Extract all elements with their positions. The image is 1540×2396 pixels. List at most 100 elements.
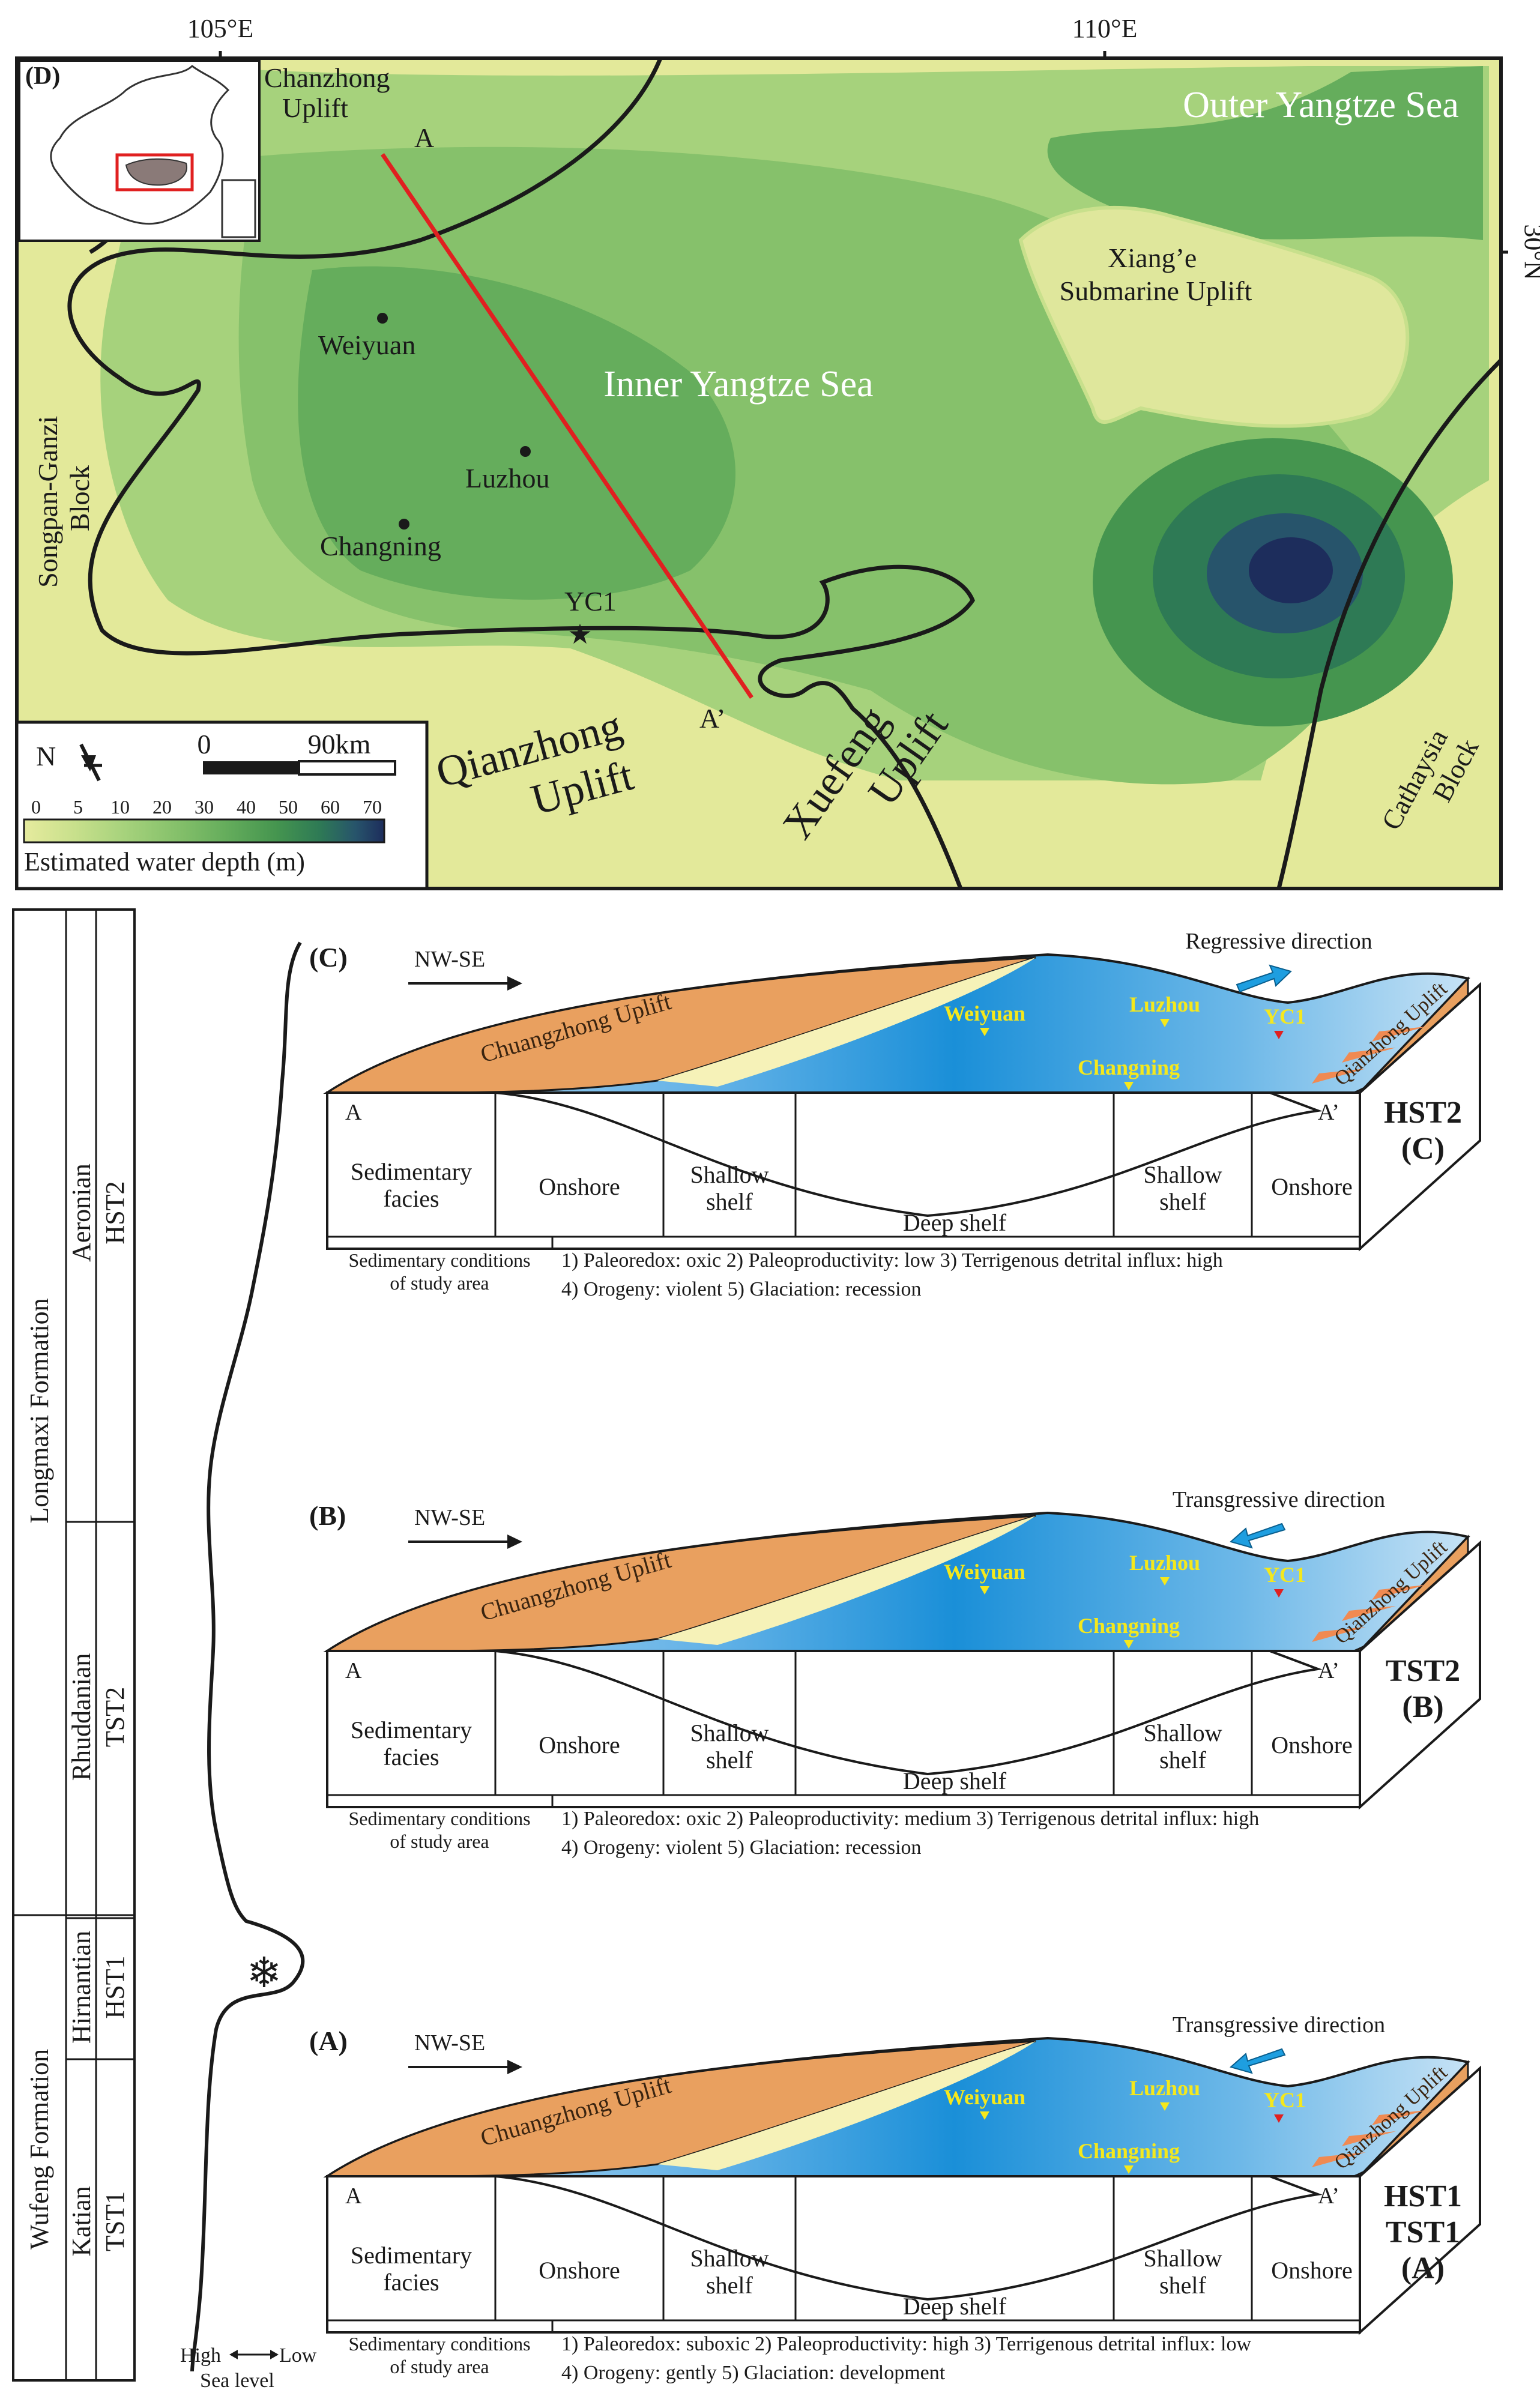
movement-direction-label: Regressive direction [1185, 929, 1372, 954]
side-face [1359, 2065, 1481, 2335]
facies-3: Shallow [1143, 2245, 1222, 2272]
city-label-weiyuan: Weiyuan [944, 2085, 1025, 2109]
block-panel-label: (A) [309, 2026, 348, 2056]
direction-arrow-icon [507, 1534, 522, 1549]
facies-3: Shallow [1143, 1161, 1222, 1188]
facies-4: Onshore [1271, 1173, 1353, 1200]
facies-2: Deep shelf [903, 2293, 1007, 2320]
legend-title: Estimated water depth (m) [24, 847, 305, 877]
city-marker-icon [980, 2111, 989, 2120]
left-shore-sand [657, 958, 1036, 1087]
front-face [326, 1650, 1361, 1808]
movement-direction-label: Transgressive direction [1173, 1487, 1385, 1512]
chanzhong-uplift-label: Chanzhong Uplift [264, 62, 397, 123]
sea-level-high-label: High [180, 2344, 221, 2367]
conditions-line-1: 1) Paleoredox: oxic 2) Paleoproductivity… [561, 1249, 1223, 1272]
study-area-box [115, 153, 194, 192]
china-outline [50, 65, 230, 225]
facies-header: Sedimentary [351, 1716, 472, 1743]
section-end-label: A’ [1318, 2183, 1339, 2209]
conditions-header: of study area [390, 2356, 489, 2377]
legend-tick-70: 70 [363, 796, 382, 818]
city-marker-icon [980, 1586, 989, 1595]
sediment-flow-arrow-icon [1342, 2131, 1396, 2146]
column-frame [12, 908, 136, 2382]
sediment-flow-arrow-icon [1372, 1027, 1426, 1042]
scale-distance-label: 90km [308, 729, 371, 759]
left-shore-sand [657, 1516, 1036, 1645]
sea-boundary-line [67, 57, 975, 890]
outer-yangtze-sea-label: Outer Yangtze Sea [1183, 85, 1459, 125]
front-face [326, 1091, 1361, 1250]
direction-label: NW-SE [414, 1505, 485, 1530]
luzhou-dot [520, 446, 531, 457]
facies-4: Onshore [1271, 1731, 1353, 1758]
direction-label: NW-SE [414, 947, 485, 972]
city-marker-icon [1124, 1082, 1134, 1090]
cathaysia-boundary-line [1276, 358, 1503, 889]
changning-label: Changning [320, 531, 441, 561]
city-label-weiyuan: Weiyuan [944, 1001, 1025, 1025]
side-face [1359, 982, 1481, 1252]
longmaxi-formation-label: Longmaxi Formation [25, 1298, 54, 1523]
facies-header: facies [383, 1185, 439, 1212]
section-start-label: A [345, 1658, 362, 1683]
songpan-ganzi-block-label: Songpan-Ganzi Block [32, 409, 95, 588]
yc1-label: YC1 [564, 586, 617, 617]
city-marker-icon [980, 1028, 989, 1036]
map-panel-label: (D) [25, 62, 60, 90]
well-marker-icon [1274, 2114, 1284, 2123]
facies-0: Onshore [539, 1173, 620, 1200]
scale-zero-label: 0 [198, 729, 211, 759]
conditions-header: Sedimentary conditions [348, 1808, 530, 1829]
section-line-a-a-prime [381, 153, 753, 699]
wufeng-formation-label: Wufeng Formation [25, 2049, 54, 2250]
south-china-sea-inset [221, 179, 256, 238]
conditions-header: of study area [390, 1830, 489, 1852]
facies-0: Onshore [539, 2257, 620, 2284]
tst2-tract-label: TST2 [100, 1687, 130, 1747]
lon-label-110: 110°E [1072, 14, 1138, 43]
legend-color-bar [23, 818, 385, 843]
direction-label: NW-SE [414, 2030, 485, 2056]
section-start-label: A [345, 1100, 362, 1125]
systems-tract-label: TST1 [1386, 2215, 1460, 2250]
scale-bar-black [203, 761, 299, 774]
weiyuan-dot [377, 313, 388, 324]
side-face [1359, 1540, 1481, 1810]
city-label-weiyuan: Weiyuan [944, 1560, 1025, 1584]
movement-arrow-icon [1229, 2048, 1286, 2074]
legend-tick-20: 20 [152, 796, 172, 818]
inset-china-map: (D) [18, 59, 261, 242]
well-label: YC1 [1264, 1004, 1306, 1028]
sediment-flow-arrow-icon [1312, 1627, 1366, 1642]
facies-3: shelf [1159, 2272, 1206, 2299]
conditions-line-1: 1) Paleoredox: suboxic 2) Paleoproductiv… [561, 2333, 1251, 2355]
facies-1: shelf [706, 2272, 753, 2299]
city-label-luzhou: Luzhou [1129, 992, 1200, 1016]
sea-level-low-label: Low [279, 2344, 317, 2367]
section-start-label: A [414, 122, 434, 153]
systems-tract-label: HST1 [1384, 2179, 1462, 2213]
rhuddanian-label: Rhuddanian [67, 1653, 96, 1781]
systems-tract-label: TST2 [1386, 1654, 1460, 1688]
stratigraphic-column: Longmaxi Formation Wufeng Formation Aero… [12, 908, 317, 2392]
city-label-changning: Changning [1078, 1055, 1180, 1079]
facies-3: shelf [1159, 1188, 1206, 1215]
depth-zone-outer-sea [1047, 66, 1483, 240]
section-end-label: A’ [699, 703, 725, 734]
facies-header: Sedimentary [351, 1158, 472, 1185]
conditions-header: of study area [390, 1272, 489, 1294]
section-end-label: A’ [1318, 1100, 1339, 1125]
city-marker-icon [1124, 1640, 1134, 1649]
map-frame [15, 56, 1503, 890]
hirnantian-label: Hirnantian [67, 1931, 96, 2044]
facies-header: Sedimentary [351, 2242, 472, 2269]
left-shore-sand [657, 2041, 1036, 2170]
legend-tick-0: 0 [31, 796, 41, 818]
city-marker-icon [1160, 1577, 1170, 1586]
well-label: YC1 [1264, 1563, 1306, 1587]
conditions-line-2: 4) Orogeny: violent 5) Glaciation: reces… [561, 1836, 922, 1859]
